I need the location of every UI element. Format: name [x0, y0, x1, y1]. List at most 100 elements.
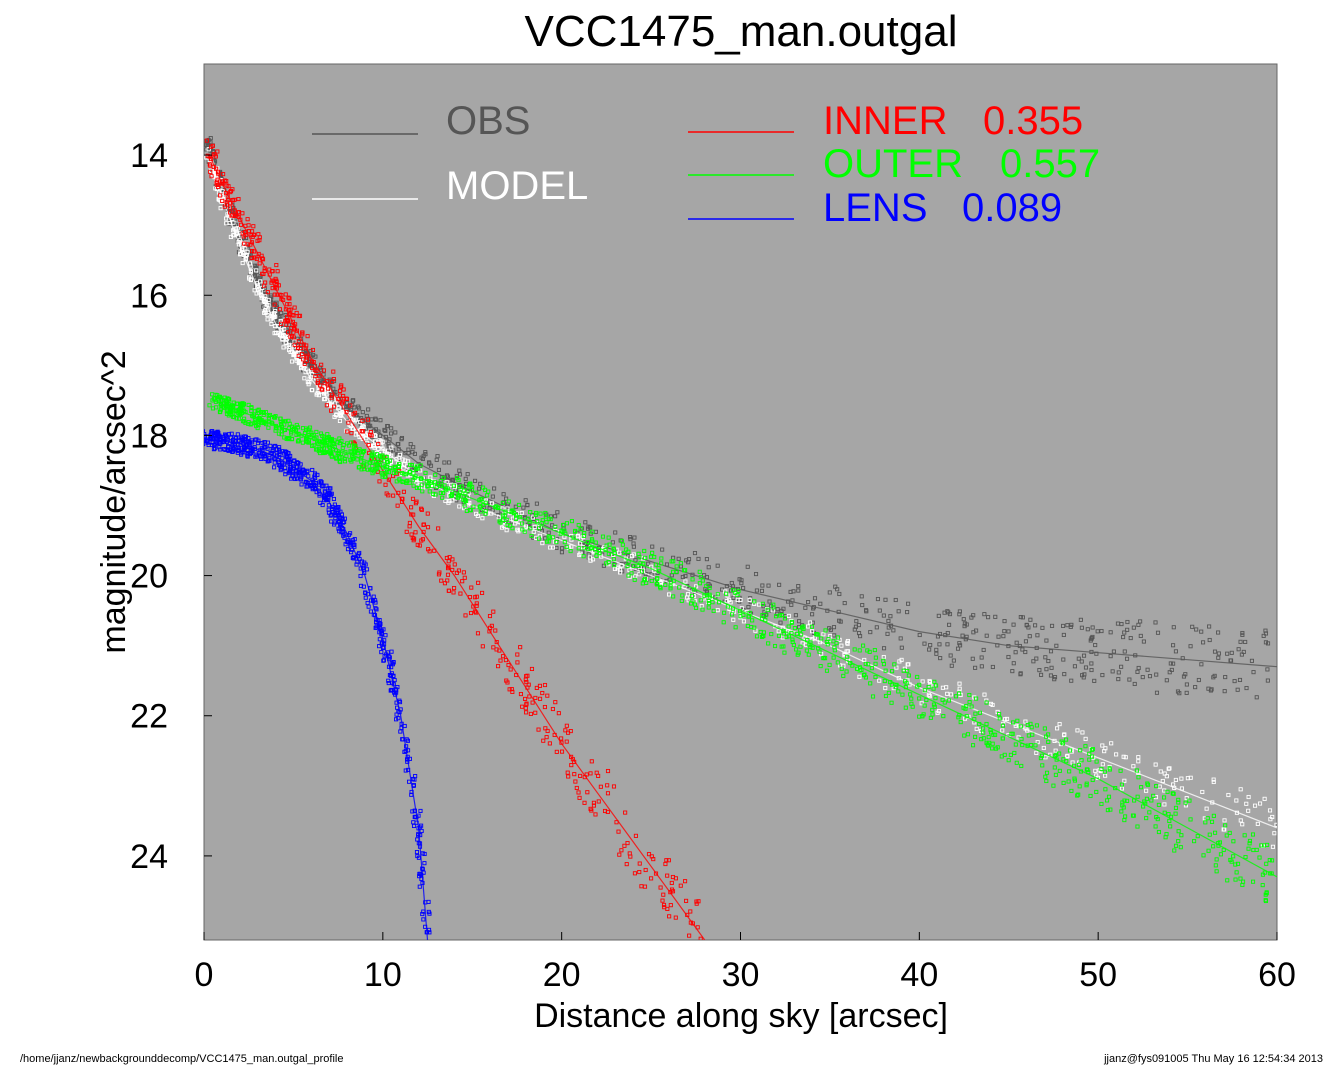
- series-point: [1084, 783, 1089, 788]
- series-point: [883, 597, 888, 602]
- series-point: [445, 572, 451, 577]
- series-point: [391, 470, 396, 475]
- series-point: [266, 297, 271, 302]
- series-point: [1235, 687, 1240, 692]
- series-point: [922, 688, 927, 693]
- series-point: [665, 873, 670, 878]
- series-point: [490, 494, 495, 499]
- series-point: [337, 529, 342, 534]
- series-point: [1099, 628, 1104, 634]
- series-point: [541, 738, 546, 743]
- series-point: [451, 483, 456, 488]
- series-point: [582, 800, 587, 805]
- series-point: [354, 562, 359, 567]
- series-point: [1060, 741, 1066, 746]
- series-point: [349, 440, 354, 445]
- series-point: [650, 544, 655, 549]
- series-point: [697, 581, 702, 586]
- series-point: [539, 521, 544, 526]
- series-point: [1217, 840, 1222, 845]
- series-point: [1214, 857, 1219, 862]
- series-point: [1264, 861, 1269, 866]
- series-point: [1223, 675, 1228, 680]
- series-point: [1111, 649, 1116, 654]
- series-point: [553, 514, 558, 519]
- series-point: [235, 448, 240, 453]
- series-point: [263, 310, 268, 316]
- series-point: [886, 618, 891, 623]
- series-point: [426, 941, 429, 944]
- series-point: [1057, 768, 1062, 773]
- series-point: [1269, 858, 1275, 863]
- series-point: [240, 211, 245, 216]
- series-point: [1000, 728, 1005, 733]
- series-point: [1131, 813, 1136, 818]
- series-point: [288, 458, 293, 463]
- series-point: [314, 429, 319, 434]
- series-point: [346, 420, 351, 425]
- series-point: [478, 509, 483, 514]
- series-point: [332, 404, 337, 409]
- series-point: [869, 666, 874, 671]
- series-point: [655, 582, 660, 587]
- series-point: [224, 183, 229, 188]
- series-point: [361, 467, 366, 472]
- series-point: [516, 502, 522, 507]
- series-point: [1247, 838, 1253, 843]
- series-point: [1156, 829, 1161, 835]
- series-point: [814, 632, 819, 637]
- series-point: [460, 579, 465, 584]
- series-point: [650, 550, 655, 555]
- series-point: [790, 639, 795, 645]
- series-point: [321, 450, 326, 456]
- series-point: [845, 638, 850, 644]
- series-point: [508, 523, 513, 528]
- series-point: [487, 613, 493, 619]
- series-point: [957, 681, 962, 686]
- series-point: [478, 481, 483, 486]
- legend-label-model: MODEL: [446, 164, 588, 208]
- series-point: [1054, 643, 1059, 648]
- series-point: [921, 712, 926, 717]
- series-point: [1263, 892, 1268, 897]
- series-point: [569, 519, 574, 524]
- series-point: [279, 293, 284, 298]
- series-point: [1226, 792, 1231, 798]
- series-point: [274, 263, 279, 268]
- series-point: [844, 669, 849, 674]
- series-point: [1135, 824, 1140, 829]
- series-point: [474, 601, 479, 606]
- series-point: [771, 605, 776, 610]
- series-point: [324, 403, 329, 408]
- series-point: [568, 729, 573, 734]
- series-point: [507, 687, 512, 692]
- series-point: [581, 554, 586, 559]
- series-point: [642, 884, 648, 889]
- series-point: [971, 630, 976, 635]
- series-point: [417, 884, 422, 889]
- series-point: [420, 489, 425, 494]
- series-point: [1162, 810, 1167, 815]
- series-point: [898, 636, 903, 641]
- series-point: [442, 460, 447, 465]
- series-point: [515, 660, 520, 665]
- series-point: [381, 459, 386, 464]
- series-point: [860, 603, 865, 608]
- series-point: [625, 841, 630, 846]
- series-point: [317, 480, 322, 485]
- series-point: [786, 613, 791, 618]
- series-point: [1089, 636, 1094, 641]
- series-point: [458, 591, 463, 596]
- series-point: [218, 206, 223, 211]
- series-point: [658, 885, 663, 890]
- series-point: [266, 425, 271, 430]
- series-point: [854, 619, 859, 624]
- series-point: [786, 634, 791, 639]
- series-point: [519, 521, 525, 526]
- series-point: [353, 410, 358, 415]
- series-point: [404, 737, 409, 742]
- series-point: [1171, 782, 1176, 787]
- series-point: [411, 823, 417, 829]
- series-point: [832, 648, 837, 653]
- series-point: [1046, 739, 1051, 744]
